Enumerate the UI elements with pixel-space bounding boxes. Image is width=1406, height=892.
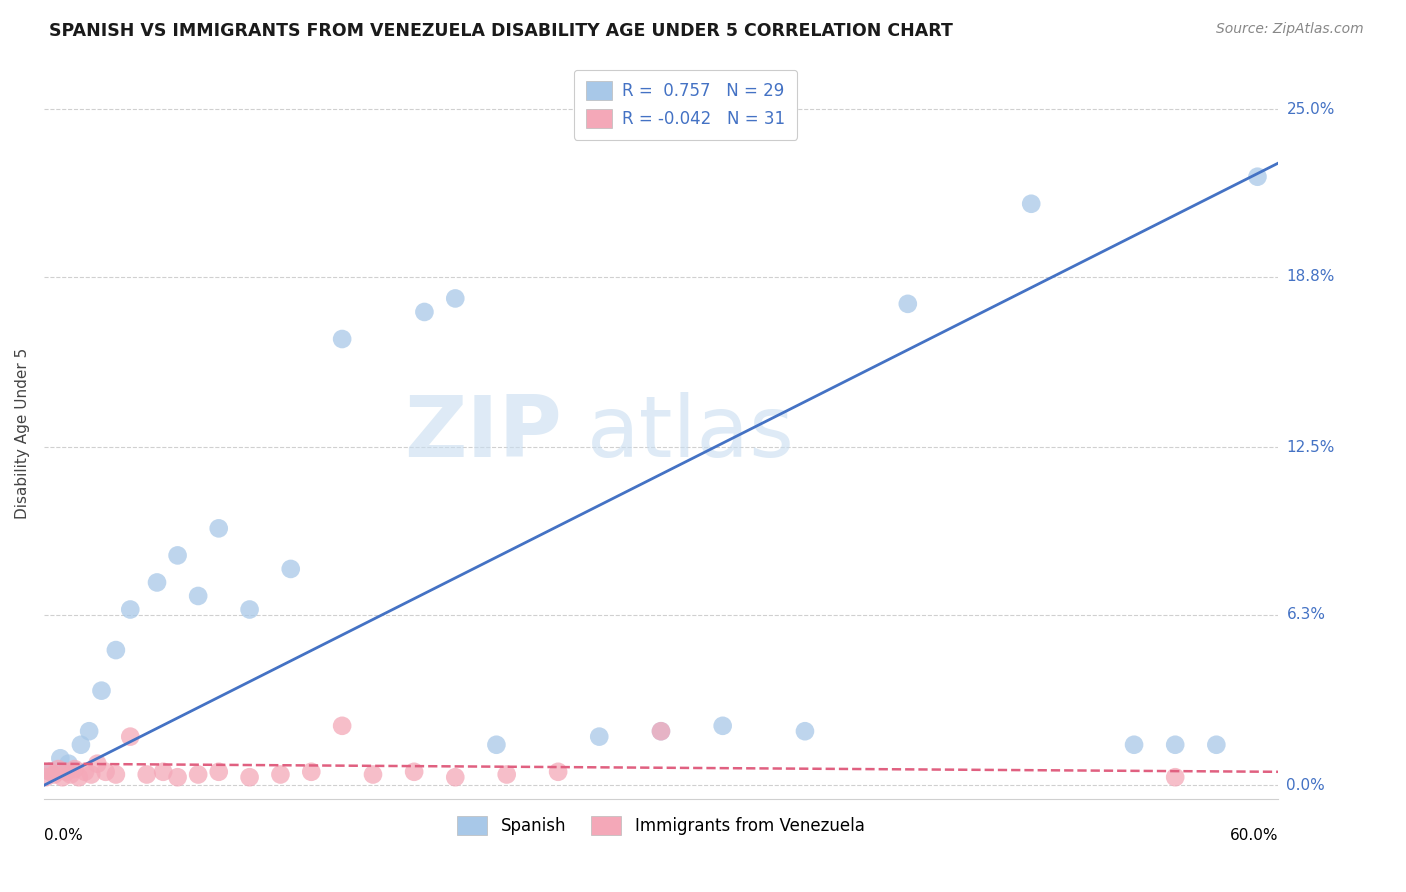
Point	[485, 738, 508, 752]
Point	[495, 767, 517, 781]
Point	[1123, 738, 1146, 752]
Text: Source: ZipAtlas.com: Source: ZipAtlas.com	[1216, 22, 1364, 37]
Point	[330, 332, 353, 346]
Text: 12.5%: 12.5%	[1286, 440, 1334, 455]
Point	[39, 764, 62, 779]
Point	[63, 762, 86, 776]
Point	[166, 770, 188, 784]
Point	[1164, 770, 1187, 784]
Point	[120, 730, 142, 744]
Point	[70, 738, 93, 752]
Point	[90, 683, 112, 698]
Text: atlas: atlas	[586, 392, 794, 475]
Point	[187, 589, 209, 603]
Text: SPANISH VS IMMIGRANTS FROM VENEZUELA DISABILITY AGE UNDER 5 CORRELATION CHART: SPANISH VS IMMIGRANTS FROM VENEZUELA DIS…	[49, 22, 953, 40]
Point	[80, 767, 103, 781]
Point	[35, 770, 58, 784]
Point	[58, 756, 80, 771]
Point	[444, 770, 467, 784]
Point	[239, 770, 262, 784]
Text: 0.0%: 0.0%	[44, 828, 83, 843]
Point	[67, 770, 90, 784]
Legend: Spanish, Immigrants from Venezuela: Spanish, Immigrants from Venezuela	[451, 809, 872, 842]
Point	[59, 767, 82, 781]
Point	[547, 764, 569, 779]
Point	[280, 562, 302, 576]
Point	[46, 762, 69, 776]
Point	[650, 724, 672, 739]
Point	[86, 756, 108, 771]
Point	[330, 719, 353, 733]
Point	[104, 767, 127, 781]
Point	[269, 767, 291, 781]
Point	[94, 764, 117, 779]
Point	[104, 643, 127, 657]
Text: ZIP: ZIP	[405, 392, 562, 475]
Point	[588, 730, 610, 744]
Y-axis label: Disability Age Under 5: Disability Age Under 5	[15, 348, 30, 519]
Point	[361, 767, 384, 781]
Point	[135, 767, 157, 781]
Text: 0.0%: 0.0%	[1286, 778, 1324, 793]
Point	[413, 305, 436, 319]
Point	[1246, 169, 1268, 184]
Point	[1164, 738, 1187, 752]
Point	[239, 602, 262, 616]
Point	[39, 764, 62, 779]
Text: 6.3%: 6.3%	[1286, 607, 1326, 623]
Point	[152, 764, 174, 779]
Point	[49, 751, 72, 765]
Point	[794, 724, 817, 739]
Point	[55, 764, 77, 779]
Point	[146, 575, 169, 590]
Text: 60.0%: 60.0%	[1230, 828, 1278, 843]
Point	[73, 764, 96, 779]
Point	[166, 549, 188, 563]
Text: 18.8%: 18.8%	[1286, 269, 1334, 285]
Point	[187, 767, 209, 781]
Point	[1019, 196, 1042, 211]
Point	[404, 764, 426, 779]
Point	[1205, 738, 1227, 752]
Point	[120, 602, 142, 616]
Point	[208, 521, 231, 535]
Point	[77, 724, 100, 739]
Point	[444, 292, 467, 306]
Point	[650, 724, 672, 739]
Point	[711, 719, 734, 733]
Point	[44, 767, 66, 781]
Point	[299, 764, 322, 779]
Point	[208, 764, 231, 779]
Point	[897, 297, 920, 311]
Point	[51, 770, 73, 784]
Text: 25.0%: 25.0%	[1286, 102, 1334, 117]
